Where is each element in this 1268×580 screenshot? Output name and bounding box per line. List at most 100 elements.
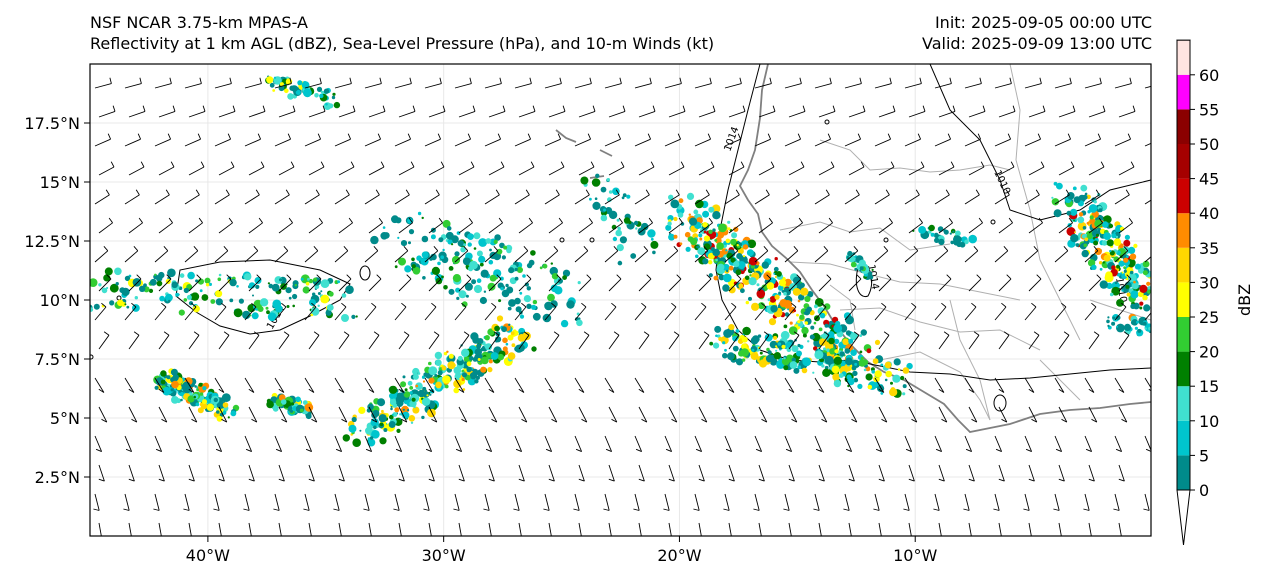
wind-barb-feather bbox=[562, 105, 566, 112]
reflectivity-cell bbox=[1095, 233, 1100, 237]
wind-barb-feather bbox=[589, 77, 592, 84]
reflectivity-cell bbox=[412, 406, 420, 414]
reflectivity-cell bbox=[480, 269, 489, 278]
wind-barb-feather bbox=[488, 478, 495, 482]
wind-barb-feather bbox=[483, 508, 490, 511]
reflectivity-cell bbox=[635, 227, 638, 230]
reflectivity-cell bbox=[811, 332, 821, 342]
wind-barb-feather bbox=[313, 331, 320, 336]
wind-barb-feather bbox=[765, 189, 770, 196]
reflectivity-cell bbox=[557, 278, 564, 284]
reflectivity-cell bbox=[457, 355, 463, 361]
reflectivity-cell bbox=[751, 348, 755, 352]
colorbar-bin bbox=[1177, 247, 1190, 283]
wind-barb-feather bbox=[315, 189, 320, 196]
wind-barb-feather bbox=[403, 246, 409, 252]
wind-barb-feather bbox=[197, 133, 202, 140]
reflectivity-cell bbox=[429, 393, 432, 396]
reflectivity-cell bbox=[824, 323, 829, 328]
wind-barb bbox=[934, 306, 947, 321]
wind-barb-feather bbox=[881, 418, 888, 423]
reflectivity-cell bbox=[463, 243, 467, 247]
wind-barb bbox=[724, 250, 739, 263]
reflectivity-cell bbox=[799, 282, 805, 288]
reflectivity-cell bbox=[288, 296, 292, 300]
reflectivity-cell bbox=[472, 357, 478, 362]
wind-barb-feather bbox=[545, 448, 552, 453]
reflectivity-cell bbox=[650, 240, 659, 249]
reflectivity-cell bbox=[833, 356, 842, 365]
wind-barb bbox=[394, 306, 407, 321]
wind-barb bbox=[158, 222, 173, 234]
wind-barb bbox=[458, 110, 476, 118]
wind-barb bbox=[904, 250, 919, 263]
wind-barb bbox=[544, 194, 560, 205]
wind-barb-feather bbox=[322, 105, 326, 112]
wind-barb-feather bbox=[578, 478, 585, 482]
reflectivity-cell bbox=[391, 413, 394, 416]
reflectivity-cell bbox=[889, 388, 898, 397]
reflectivity-cell bbox=[577, 317, 581, 321]
reflectivity-cell bbox=[532, 299, 538, 305]
wind-barb bbox=[578, 406, 588, 423]
wind-barb bbox=[964, 138, 981, 147]
reflectivity-cell bbox=[696, 245, 700, 249]
reflectivity-cell bbox=[392, 412, 398, 417]
wind-barb bbox=[724, 306, 737, 321]
reflectivity-cell bbox=[722, 284, 730, 292]
wind-barb-feather bbox=[708, 217, 713, 224]
wind-barb-feather bbox=[139, 77, 142, 84]
wind-barb-feather bbox=[855, 189, 860, 196]
wind-barb-feather bbox=[883, 246, 889, 252]
reflectivity-cell bbox=[885, 370, 892, 378]
colorbar-tick-label: 45 bbox=[1199, 170, 1219, 189]
reflectivity-cell bbox=[1163, 300, 1167, 304]
reflectivity-cell bbox=[167, 268, 176, 278]
wind-barb-feather bbox=[1093, 331, 1100, 336]
reflectivity-cell bbox=[453, 387, 460, 394]
wind-barb-feather bbox=[641, 418, 648, 423]
wind-barb bbox=[634, 377, 645, 393]
wind-barb-feather bbox=[126, 539, 132, 540]
reflectivity-cell bbox=[617, 260, 623, 266]
reflectivity-cell bbox=[741, 336, 748, 343]
reflectivity-cell bbox=[195, 279, 199, 283]
wind-barb bbox=[214, 435, 223, 452]
wind-barb-feather bbox=[763, 331, 770, 336]
wind-barb bbox=[1088, 522, 1092, 536]
wind-barb bbox=[698, 166, 715, 176]
wind-barb bbox=[698, 278, 712, 292]
reflectivity-cell bbox=[1107, 324, 1110, 328]
wind-barb-feather bbox=[311, 302, 317, 308]
reflectivity-cell bbox=[431, 266, 440, 275]
wind-barb-feather bbox=[165, 189, 170, 196]
reflectivity-cell bbox=[190, 292, 200, 301]
wind-barb-feather bbox=[913, 246, 919, 252]
reflectivity-cell bbox=[786, 347, 792, 353]
reflectivity-cell bbox=[265, 306, 269, 310]
wind-barb bbox=[638, 334, 650, 350]
reflectivity-cell bbox=[900, 375, 905, 381]
wind-barb-feather bbox=[1100, 161, 1105, 168]
reflectivity-cell bbox=[715, 258, 718, 262]
reflectivity-cell bbox=[478, 255, 486, 263]
wind-barb bbox=[1084, 435, 1093, 452]
wind-barb bbox=[1058, 110, 1076, 118]
reflectivity-cell bbox=[728, 286, 736, 294]
reflectivity-cell bbox=[300, 277, 304, 281]
wind-barb-feather bbox=[906, 539, 912, 540]
wind-barb bbox=[994, 493, 1000, 511]
wind-barb-feather bbox=[583, 246, 589, 252]
reflectivity-cell bbox=[497, 353, 504, 361]
reflectivity-cell bbox=[554, 286, 563, 295]
reflectivity-cell bbox=[733, 226, 739, 232]
wind-barb-feather bbox=[163, 246, 169, 252]
wind-barb bbox=[848, 406, 858, 423]
wind-barb bbox=[878, 110, 896, 118]
reflectivity-cell bbox=[337, 280, 341, 284]
wind-barb-feather bbox=[823, 331, 830, 336]
wind-barb-feather bbox=[200, 161, 205, 168]
wind-barb bbox=[814, 435, 823, 452]
wind-barb-feather bbox=[1132, 105, 1136, 112]
wind-barb bbox=[1054, 493, 1060, 511]
